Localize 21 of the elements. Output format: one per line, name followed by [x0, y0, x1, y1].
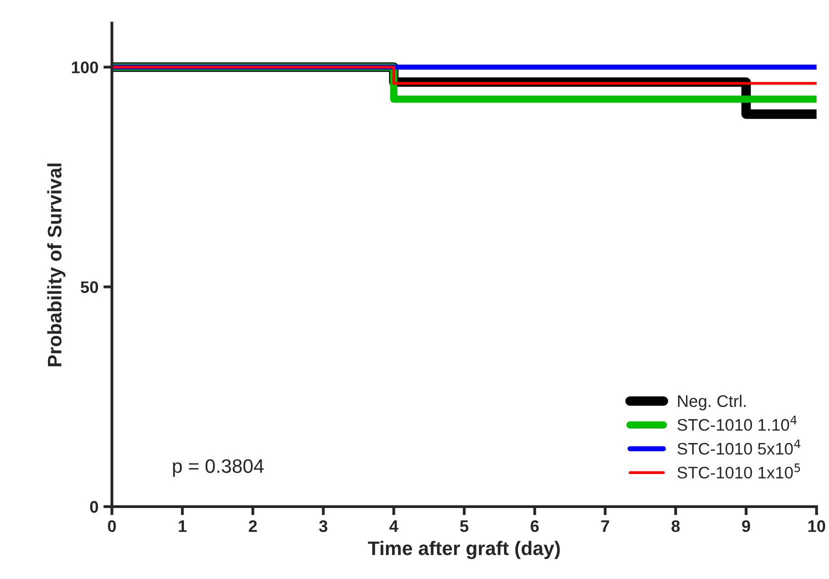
x-tick-label: 6 — [530, 520, 539, 532]
x-tick-label: 0 — [108, 520, 116, 532]
legend-label: STC-1010 1x10$^{5}$ — [677, 463, 800, 479]
x-tick-label: 3 — [319, 520, 328, 532]
legend-label: STC-1010 1.10$^{4}$ — [677, 416, 797, 431]
legend-label: Neg. Ctrl. — [678, 394, 746, 410]
y-tick-label: 100 — [72, 62, 98, 74]
x-tick-label: 9 — [742, 520, 750, 532]
y-axis-title: Probability of Survival — [47, 164, 66, 366]
x-tick-label: 10 — [808, 520, 826, 532]
y-tick-label: 50 — [80, 281, 98, 294]
legend-label: STC-1010 5x10$^{4}$ — [677, 440, 800, 455]
x-axis-title: Time after graft (day) — [368, 540, 560, 560]
x-tick-label: 1 — [178, 520, 187, 532]
x-tick-label: 2 — [248, 520, 257, 532]
x-tick-label: 7 — [601, 520, 610, 532]
x-tick-label: 8 — [672, 520, 680, 532]
annotation: p = 0.3804 — [173, 459, 264, 477]
y-tick-label: 0 — [90, 501, 98, 513]
x-tick-label: 4 — [389, 520, 398, 532]
x-tick-label: 5 — [460, 520, 468, 532]
